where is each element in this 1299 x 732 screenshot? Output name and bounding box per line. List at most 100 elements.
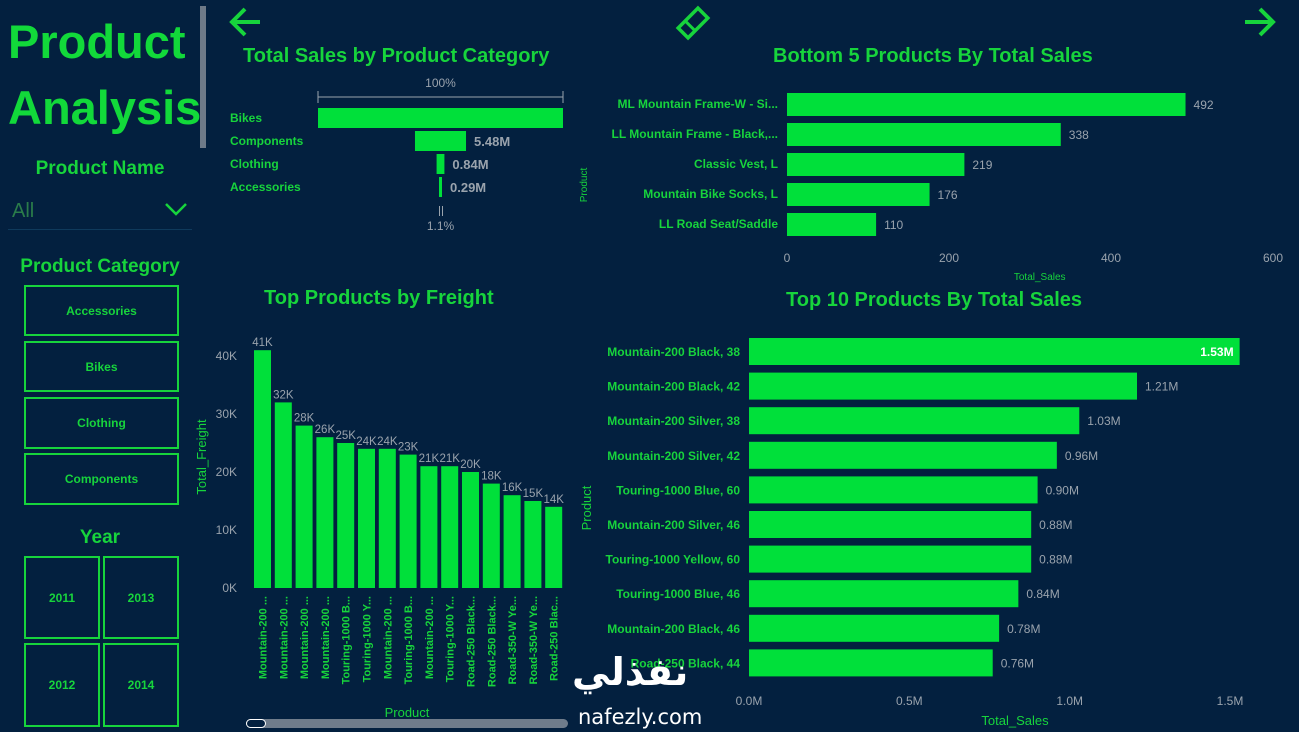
freight-value-label: 16K (502, 482, 523, 494)
bottom5-category-label: LL Mountain Frame - Black,... (612, 127, 778, 141)
year-2012-button[interactable]: 2012 (24, 643, 100, 727)
category-clothing-button[interactable]: Clothing (24, 397, 179, 449)
freight-scrollbar-thumb[interactable] (246, 719, 266, 728)
funnel-value-label: 5.48M (474, 134, 510, 149)
year-2014-button[interactable]: 2014 (103, 643, 179, 727)
freight-x-tick: Road-250 Blac... (549, 596, 561, 681)
top10-bar (749, 407, 1080, 435)
freight-value-label: 28K (294, 413, 315, 425)
top10-value-label: 1.03M (1087, 414, 1120, 428)
top10-bar (749, 545, 1032, 573)
title-divider (200, 6, 206, 148)
top10-x-tick: 1.0M (1056, 694, 1083, 708)
freight-x-tick: Mountain-200 ... (424, 596, 436, 679)
freight-bar (295, 425, 313, 588)
freight-value-label: 20K (460, 459, 481, 471)
bottom5-category-label: Mountain Bike Socks, L (643, 187, 778, 201)
year-2013-button[interactable]: 2013 (103, 556, 179, 639)
freight-bar (274, 402, 292, 588)
top10-x-tick: 0.0M (736, 694, 763, 708)
funnel-bar (318, 108, 563, 128)
top10-category-label: Mountain-200 Black, 42 (607, 380, 740, 394)
freight-value-label: 18K (481, 471, 502, 483)
freight-x-tick: Mountain-200 ... (382, 596, 394, 679)
freight-value-label: 24K (356, 436, 377, 448)
category-accessories-button[interactable]: Accessories (24, 285, 179, 336)
freight-y-tick: 10K (216, 523, 237, 537)
freight-bar (399, 454, 417, 588)
funnel-category-label: Clothing (230, 157, 279, 171)
freight-y-tick: 0K (222, 581, 237, 595)
top10-bar (749, 338, 1240, 365)
freight-value-label: 24K (377, 436, 398, 448)
top10-x-axis-label: Total_Sales (981, 713, 1049, 728)
top10-value-label: 0.96M (1065, 449, 1098, 463)
bottom5-value-label: 176 (938, 188, 958, 202)
chevron-down-icon (165, 203, 187, 216)
product-name-value: All (12, 200, 35, 222)
freight-value-label: 26K (315, 424, 336, 436)
freight-x-tick: Road-350-W Ye... (507, 596, 519, 684)
freight-x-tick: Mountain-200 ... (258, 596, 270, 679)
top10-value-label: 1.53M (1200, 345, 1233, 359)
funnel-chart: 100% Bikes Components 5.48M Clothing 0.84M Acc… (230, 76, 564, 233)
top10-value-label: 0.90M (1046, 483, 1079, 497)
freight-bar (462, 472, 479, 588)
freight-scrollbar[interactable] (246, 719, 568, 728)
product-name-dropdown[interactable]: All (8, 194, 192, 230)
freight-y-tick: 30K (216, 407, 237, 421)
arrow-right-icon[interactable] (1243, 6, 1277, 38)
top10-category-label: Mountain-200 Black, 46 (607, 622, 740, 636)
freight-x-tick: Mountain-200 ... (278, 596, 290, 679)
watermark-arabic: نفذلي (572, 650, 689, 694)
funnel-bar (439, 177, 442, 197)
freight-bar (503, 495, 521, 588)
bottom5-x-tick: 400 (1101, 251, 1121, 265)
funnel-chart-title: Total Sales by Product Category (243, 45, 550, 67)
funnel-category-label: Accessories (230, 180, 301, 194)
bottom5-bar (787, 153, 965, 176)
category-bikes-button[interactable]: Bikes (24, 341, 179, 392)
bottom5-category-label: ML Mountain Frame-W - Si... (618, 97, 778, 111)
bottom5-bar (787, 213, 877, 236)
top10-y-axis-label: Product (579, 485, 594, 530)
top10-bar (749, 476, 1038, 504)
funnel-value-label: 0.29M (450, 180, 486, 195)
funnel-category-label: Components (230, 134, 304, 148)
bottom5-value-label: 492 (1194, 98, 1214, 112)
top10-category-label: Touring-1000 Blue, 60 (616, 483, 740, 497)
bottom5-bar (787, 93, 1186, 116)
freight-value-label: 21K (439, 453, 460, 465)
bottom5-value-label: 338 (1069, 128, 1089, 142)
top10-value-label: 0.78M (1007, 622, 1040, 636)
top10-chart-title: Top 10 Products By Total Sales (786, 289, 1082, 311)
freight-bar (316, 437, 334, 588)
freight-value-label: 21K (419, 453, 440, 465)
freight-value-label: 41K (252, 337, 273, 349)
bottom5-x-tick: 0 (784, 251, 791, 265)
year-2011-button[interactable]: 2011 (24, 556, 100, 639)
top10-chart: Mountain-200 Black, 38 1.53M Mountain-200 … (579, 338, 1244, 728)
freight-bar (337, 443, 355, 588)
arrow-left-icon[interactable] (228, 6, 262, 38)
top10-bar (749, 372, 1138, 400)
freight-x-tick: Touring-1000 Y... (445, 596, 457, 682)
freight-x-tick: Road-250 Black... (486, 596, 498, 687)
top10-x-tick: 1.5M (1217, 694, 1244, 708)
top10-value-label: 0.76M (1001, 656, 1034, 670)
eraser-icon[interactable] (674, 4, 712, 42)
bottom5-chart: ML Mountain Frame-W - Si... 492 LL Mountai… (579, 93, 1283, 283)
freight-value-label: 25K (335, 430, 356, 442)
freight-value-label: 32K (273, 389, 294, 401)
product-name-label: Product Name (35, 158, 165, 179)
bottom5-category-label: LL Road Seat/Saddle (659, 217, 778, 231)
freight-bar (482, 483, 500, 588)
funnel-category-label: Bikes (230, 111, 262, 125)
freight-chart: 0K 10K 20K 30K 40K 41K Mountain-200 ... 32K Moun… (194, 337, 564, 720)
freight-bar (524, 501, 542, 588)
freight-bar (420, 466, 438, 588)
top10-category-label: Mountain-200 Silver, 42 (607, 449, 740, 463)
category-components-button[interactable]: Components (24, 453, 179, 505)
funnel-bottom-percent: 1.1% (427, 219, 455, 233)
freight-x-tick: Touring-1000 Y... (362, 596, 374, 682)
